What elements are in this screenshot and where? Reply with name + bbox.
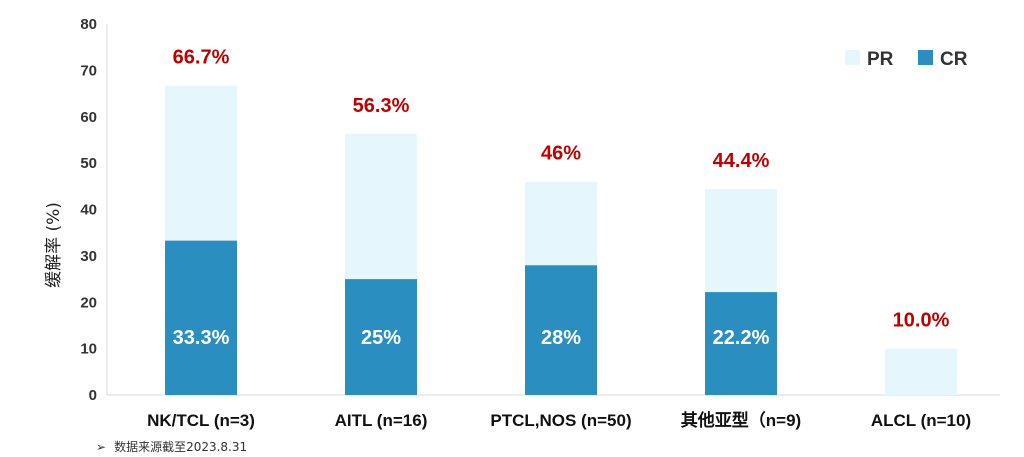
footnote-arrow-icon: ➢ xyxy=(96,440,107,454)
total-label: 46% xyxy=(541,143,581,165)
y-tick-label: 20 xyxy=(80,294,97,311)
x-tick-label: ALCL (n=10) xyxy=(871,411,971,430)
bar-cr xyxy=(525,265,597,395)
x-tick-label: AITL (n=16) xyxy=(335,411,428,430)
footnote-text: 数据来源截至2023.8.31 xyxy=(114,440,248,454)
bar-cr xyxy=(165,240,237,395)
legend-label-cr: CR xyxy=(940,49,968,70)
total-label: 56.3% xyxy=(353,95,410,117)
y-tick-label: 60 xyxy=(80,109,97,126)
total-label: 66.7% xyxy=(173,47,230,69)
cr-label: 28% xyxy=(541,327,581,349)
bar-pr xyxy=(345,133,417,280)
footnote: ➢ 数据来源截至2023.8.31 xyxy=(96,438,247,455)
bar-pr xyxy=(705,189,777,293)
legend-swatch-cr xyxy=(918,50,933,65)
y-tick-label: 50 xyxy=(80,155,97,172)
total-label: 10.0% xyxy=(893,310,950,332)
x-tick-label: 其他亚型（n=9) xyxy=(681,410,801,430)
cr-label: 25% xyxy=(361,327,401,349)
category-labels: NK/TCL (n=3) AITL (n=16) PTCL,NOS (n=50) 其他… xyxy=(147,410,971,430)
bar-cr xyxy=(705,292,777,395)
y-tick-label: 0 xyxy=(89,387,97,404)
legend: PR CR xyxy=(845,49,968,70)
y-axis-label: 缓解率 (%) xyxy=(44,202,64,288)
bar-pr xyxy=(525,181,597,266)
bar-cr xyxy=(345,279,417,395)
total-label: 44.4% xyxy=(713,150,770,172)
y-tick-labels: 0 10 20 30 40 50 60 70 80 xyxy=(80,16,97,404)
legend-swatch-pr xyxy=(845,50,860,65)
y-tick-label: 30 xyxy=(80,248,97,265)
bar-pr xyxy=(165,85,237,241)
x-tick-label: NK/TCL (n=3) xyxy=(147,411,255,430)
y-tick-label: 10 xyxy=(80,341,97,358)
cr-label: 22.2% xyxy=(713,327,770,349)
bar-pr xyxy=(885,348,957,395)
data-labels: 66.7% 33.3% 56.3% 25% 46% 28% 44.4% 22.2% 10.0% xyxy=(173,47,950,349)
y-tick-label: 80 xyxy=(80,16,97,33)
y-tick-label: 40 xyxy=(80,202,97,219)
x-tick-label: PTCL,NOS (n=50) xyxy=(490,411,631,430)
legend-label-pr: PR xyxy=(867,49,894,70)
y-tick-label: 70 xyxy=(80,62,97,79)
cr-label: 33.3% xyxy=(173,327,230,349)
bars xyxy=(165,85,957,395)
